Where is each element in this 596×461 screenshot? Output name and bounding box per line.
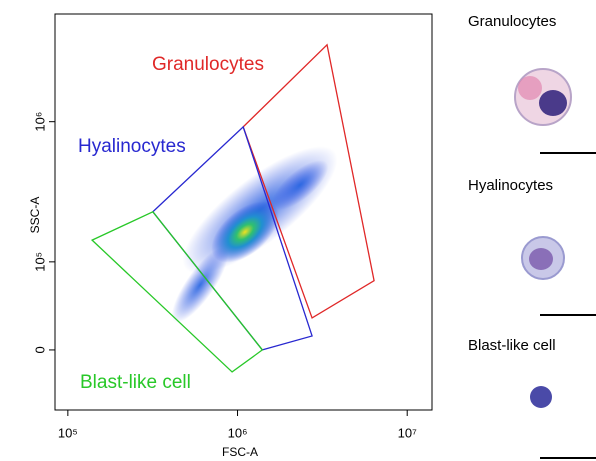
y-tick-label: 10⁶ (32, 112, 47, 132)
x-axis-label: FSC-A (222, 445, 258, 459)
panel-title: Granulocytes (468, 13, 556, 30)
cell-images (514, 68, 572, 408)
gate-label: Blast-like cell (80, 372, 191, 393)
scale-bars (540, 152, 596, 459)
panel-title: Hyalinocytes (468, 177, 553, 194)
y-tick-label: 10⁵ (32, 252, 47, 272)
panel-title: Blast-like cell (468, 337, 556, 354)
x-tick-label: 10⁶ (228, 425, 248, 440)
y-tick-label: 0 (32, 346, 47, 353)
gate-label: Granulocytes (152, 54, 264, 75)
gate-label: Hyalinocytes (78, 136, 186, 157)
density-cloud (171, 146, 338, 323)
gate (242, 43, 375, 319)
gate (90, 210, 264, 373)
y-axis-label: SSC-A (28, 197, 42, 234)
x-tick-label: 10⁵ (58, 425, 78, 440)
plot-frame (54, 13, 433, 411)
x-tick-label: 10⁷ (398, 425, 417, 440)
